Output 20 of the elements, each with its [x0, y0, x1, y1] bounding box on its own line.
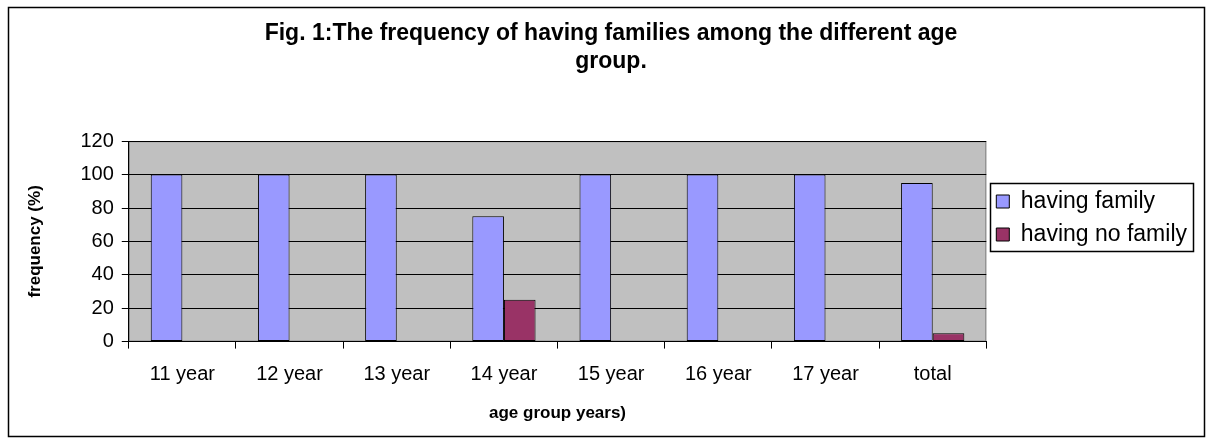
y-tick-label: 120: [80, 128, 114, 151]
x-tick-label: 14 year: [470, 362, 538, 385]
y-tick-label: 60: [91, 228, 114, 251]
y-tick-label: 0: [102, 329, 114, 352]
x-tick-label: total: [913, 362, 952, 385]
x-tick-label: 11 year: [149, 362, 216, 385]
chart-title: Fig. 1:The frequency of having families among the different age group.: [264, 19, 958, 73]
x-tick-label: 12 year: [256, 362, 324, 385]
legend-label: having family: [1020, 186, 1156, 213]
x-tick-label: 15 year: [577, 362, 645, 385]
x-tick-label: 13 year: [363, 362, 431, 385]
y-tick-label: 80: [91, 195, 114, 218]
y-tick-label: 20: [91, 295, 114, 318]
x-axis-title: age group years): [489, 403, 627, 423]
y-tick-label: 40: [91, 262, 114, 285]
x-tick-label: 17 year: [792, 362, 860, 385]
y-tick-label: 100: [80, 162, 114, 185]
legend-label: having no family: [1020, 219, 1188, 246]
y-axis-title: frequency (%): [24, 185, 44, 298]
x-tick-label: 16 year: [684, 362, 753, 385]
